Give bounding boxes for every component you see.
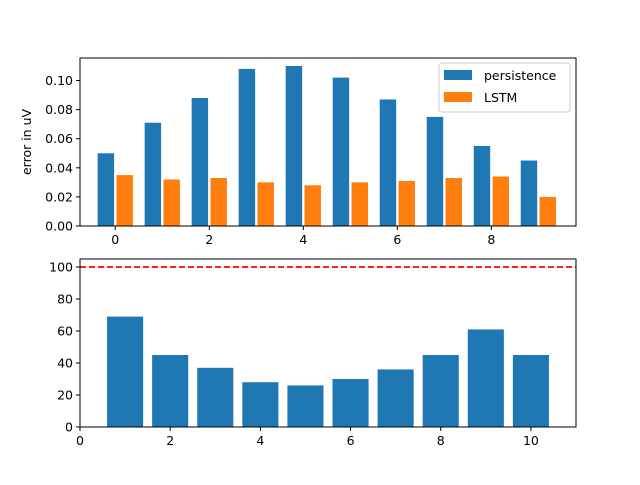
bottom-chart-x-ticks: 0 2 4 6 8 10 xyxy=(76,427,539,448)
bar-10 xyxy=(512,355,549,427)
bar-8 xyxy=(422,355,459,427)
x-tick-label: 8 xyxy=(487,232,495,247)
x-tick-label: 6 xyxy=(347,433,355,448)
bar-6 xyxy=(332,379,369,427)
bar-persistence-5 xyxy=(332,77,350,227)
bar-persistence-1 xyxy=(144,122,162,226)
top-chart-bars xyxy=(97,66,557,227)
y-tick-label: 0.08 xyxy=(45,102,73,117)
bar-lstm-1 xyxy=(163,179,180,226)
bar-lstm-9 xyxy=(539,196,557,226)
bar-persistence-0 xyxy=(97,153,115,226)
legend-label-lstm: LSTM xyxy=(484,90,517,105)
top-chart-frame xyxy=(79,57,577,227)
bar-persistence-9 xyxy=(520,160,538,226)
bottom-chart-y-ticks: 0 20 40 60 80 100 xyxy=(49,260,80,435)
top-chart-y-ticks: 0.00 0.02 0.04 0.06 0.08 0.10 xyxy=(45,73,80,234)
x-tick-label: 2 xyxy=(205,232,213,247)
bar-lstm-4 xyxy=(304,185,321,226)
y-tick-label: 20 xyxy=(57,388,73,403)
y-tick-label: 60 xyxy=(57,324,73,339)
bar-lstm-3 xyxy=(257,182,274,226)
bar-5 xyxy=(287,385,324,427)
bar-7 xyxy=(377,369,414,427)
top-chart-y-axis-label: error in uV xyxy=(19,109,34,176)
y-tick-label: 0.00 xyxy=(45,219,73,234)
bar-1 xyxy=(107,316,144,427)
y-tick-label: 100 xyxy=(49,260,73,275)
bar-lstm-7 xyxy=(445,178,462,226)
x-tick-label: 0 xyxy=(111,232,119,247)
bar-3 xyxy=(197,367,234,427)
top-bar-chart: 0 2 4 6 8 0.00 0.02 0.04 0.06 0.08 0.10 error in … xyxy=(19,57,577,247)
y-tick-label: 0 xyxy=(65,420,73,435)
y-tick-label: 0.10 xyxy=(45,73,73,88)
x-tick-label: 6 xyxy=(393,232,401,247)
y-tick-label: 0.02 xyxy=(45,189,73,204)
bottom-bar-chart: 0 2 4 6 8 10 0 20 40 60 80 100 xyxy=(49,258,577,448)
bar-lstm-5 xyxy=(351,182,368,226)
bar-persistence-4 xyxy=(285,66,303,226)
top-chart-legend: persistence LSTM xyxy=(438,62,571,113)
y-tick-label: 40 xyxy=(57,356,73,371)
bar-persistence-3 xyxy=(238,68,256,226)
bar-9 xyxy=(467,329,504,427)
bar-lstm-8 xyxy=(492,176,510,226)
legend-label-persistence: persistence xyxy=(484,68,557,83)
bar-persistence-6 xyxy=(379,99,397,226)
bar-persistence-2 xyxy=(191,98,209,226)
legend-swatch-lstm xyxy=(444,92,472,102)
bar-4 xyxy=(242,382,279,427)
bar-lstm-0 xyxy=(116,175,133,226)
x-tick-label: 0 xyxy=(76,433,84,448)
x-tick-label: 10 xyxy=(523,433,539,448)
bottom-chart-frame xyxy=(79,258,577,428)
legend-swatch-persistence xyxy=(444,70,472,80)
x-tick-label: 4 xyxy=(299,232,307,247)
y-tick-label: 0.06 xyxy=(45,131,73,146)
x-tick-label: 4 xyxy=(256,433,264,448)
bar-persistence-8 xyxy=(473,146,491,226)
x-tick-label: 2 xyxy=(166,433,174,448)
bar-2 xyxy=(152,355,189,427)
top-chart-x-ticks: 0 2 4 6 8 xyxy=(111,226,495,247)
y-tick-label: 80 xyxy=(57,292,73,307)
bar-lstm-6 xyxy=(398,180,415,226)
bottom-chart-bars xyxy=(107,316,549,427)
bar-persistence-7 xyxy=(426,116,444,226)
y-tick-label: 0.04 xyxy=(45,160,73,175)
bar-lstm-2 xyxy=(210,178,227,226)
x-tick-label: 8 xyxy=(437,433,445,448)
